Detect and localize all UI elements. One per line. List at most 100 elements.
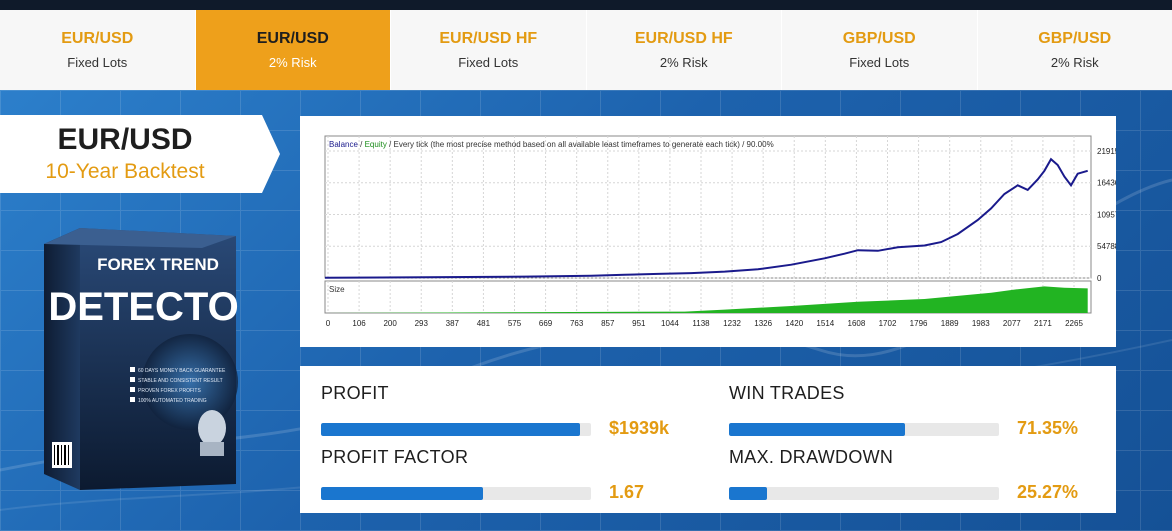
check-icon bbox=[130, 377, 135, 382]
x-tick-label: 951 bbox=[632, 319, 646, 328]
stat-value: 71.35% bbox=[1017, 418, 1079, 438]
x-tick-label: 481 bbox=[477, 319, 491, 328]
balance-series-line bbox=[324, 157, 1088, 279]
x-tick-label: 2171 bbox=[1034, 319, 1052, 328]
stats-card: PROFIT $1939k WIN TRADES 71.35% PROFIT F… bbox=[300, 366, 1116, 513]
pair-tabs: EUR/USD Fixed Lots EUR/USD 2% Risk EUR/USD H… bbox=[0, 10, 1172, 100]
tab-pair-label: EUR/USD bbox=[256, 30, 329, 47]
x-tick-label: 1232 bbox=[723, 319, 741, 328]
title-plate bbox=[0, 115, 262, 193]
box-top bbox=[44, 228, 236, 248]
tab-sub-label: Fixed Lots bbox=[67, 55, 128, 70]
x-tick-label: 1983 bbox=[972, 319, 990, 328]
tab-3[interactable]: EUR/USD HF 2% Risk bbox=[585, 10, 781, 90]
stat-bar-fill bbox=[321, 487, 483, 500]
x-tick-label: 106 bbox=[352, 319, 366, 328]
x-tick-label: 1514 bbox=[816, 319, 834, 328]
stat-label: PROFIT FACTOR bbox=[321, 447, 469, 467]
feature-2: STABLE AND CONSISTENT RESULT bbox=[138, 378, 223, 384]
backtest-chart-card: Balance / Equity / Every tick (the most … bbox=[300, 116, 1116, 347]
feature-3: PROVEN FOREX PROFITS bbox=[138, 388, 201, 394]
product-name-line1: FOREX TREND bbox=[97, 255, 219, 274]
x-tick-label: 2265 bbox=[1065, 319, 1083, 328]
x-tick-label: 387 bbox=[446, 319, 460, 328]
title-arrow bbox=[262, 115, 280, 193]
stat-bar-track bbox=[729, 487, 999, 500]
stat-profit: PROFIT $1939k bbox=[321, 383, 701, 438]
stat-label: MAX. DRAWDOWN bbox=[729, 447, 894, 467]
tab-sub-label: 2% Risk bbox=[659, 55, 708, 70]
page-subtitle: 10-Year Backtest bbox=[45, 160, 205, 183]
tab-4[interactable]: GBP/USD Fixed Lots bbox=[781, 10, 977, 90]
stat-profit-factor: PROFIT FACTOR 1.67 bbox=[321, 447, 701, 502]
y-axis-labels: 2191523 1643642 1095761 547881 0 bbox=[1097, 147, 1116, 283]
legend-balance: Balance bbox=[329, 140, 358, 149]
globe-graphic bbox=[142, 334, 238, 430]
tab-pair-label: EUR/USD bbox=[61, 30, 134, 47]
product-name-line2: DETECTOR bbox=[48, 285, 240, 329]
box-side bbox=[44, 228, 80, 490]
y-tick-label: 1643642 bbox=[1097, 179, 1116, 188]
x-tick-label: 1796 bbox=[910, 319, 928, 328]
tab-pair-label: GBP/USD bbox=[842, 30, 916, 47]
size-series-area bbox=[325, 286, 1088, 313]
x-tick-label: 1138 bbox=[692, 319, 710, 328]
stat-value: 1.67 bbox=[609, 482, 645, 502]
stat-bar-track bbox=[321, 423, 591, 436]
bull-statue-icon bbox=[198, 410, 226, 456]
title-banner: EUR/USD 10-Year Backtest bbox=[0, 115, 280, 193]
x-tick-label: 575 bbox=[508, 319, 522, 328]
stat-bar-track bbox=[321, 487, 591, 500]
tab-sub-label: 2% Risk bbox=[268, 55, 317, 70]
product-box-image: FOREX TREND DETECTOR 60 DAYS MONEY BACK … bbox=[44, 228, 240, 490]
legend-equity: Equity bbox=[365, 140, 387, 149]
x-tick-label: 1608 bbox=[848, 319, 866, 328]
tab-sub-label: Fixed Lots bbox=[458, 55, 519, 70]
main-plot-area bbox=[324, 135, 1092, 279]
stat-bar-fill bbox=[729, 487, 767, 500]
tab-sub-label: 2% Risk bbox=[1050, 55, 1099, 70]
stat-bar-fill bbox=[729, 423, 905, 436]
check-icon bbox=[130, 387, 135, 392]
x-tick-label: 2077 bbox=[1003, 319, 1021, 328]
stat-label: WIN TRADES bbox=[729, 383, 845, 403]
stat-label: PROFIT bbox=[321, 383, 389, 403]
tab-2[interactable]: EUR/USD HF Fixed Lots bbox=[390, 10, 586, 90]
stat-value: 25.27% bbox=[1017, 482, 1079, 502]
size-label: Size bbox=[329, 285, 345, 294]
page-title: EUR/USD bbox=[57, 123, 193, 156]
stat-win-trades: WIN TRADES 71.35% bbox=[729, 383, 1109, 438]
tab-pair-label: EUR/USD HF bbox=[439, 30, 538, 47]
check-icon bbox=[130, 367, 135, 372]
check-icon bbox=[130, 397, 135, 402]
x-tick-label: 1889 bbox=[941, 319, 959, 328]
y-tick-label: 547881 bbox=[1097, 242, 1116, 251]
backtest-chart: Balance / Equity / Every tick (the most … bbox=[324, 135, 1116, 328]
x-tick-label: 1420 bbox=[785, 319, 803, 328]
x-tick-label: 1326 bbox=[754, 319, 772, 328]
stat-value: $1939k bbox=[609, 418, 670, 438]
tab-1[interactable]: EUR/USD 2% Risk bbox=[194, 10, 390, 100]
tab-5[interactable]: GBP/USD 2% Risk bbox=[976, 10, 1172, 90]
feature-4: 100% AUTOMATED TRADING bbox=[138, 398, 207, 404]
x-tick-label: 763 bbox=[570, 319, 584, 328]
x-tick-label: 0 bbox=[326, 319, 331, 328]
x-axis-labels: 0 106 200 293 387 481 575 669 763 857 951 1044 1138 1… bbox=[326, 319, 1084, 328]
x-tick-label: 200 bbox=[383, 319, 397, 328]
tab-pair-label: EUR/USD HF bbox=[634, 30, 733, 47]
x-tick-label: 857 bbox=[601, 319, 615, 328]
chart-legend: Balance / Equity / Every tick (the most … bbox=[329, 140, 774, 149]
tab-0[interactable]: EUR/USD Fixed Lots bbox=[0, 10, 195, 90]
tab-sub-label: Fixed Lots bbox=[849, 55, 910, 70]
x-tick-label: 1044 bbox=[661, 319, 679, 328]
legend-separator: / bbox=[358, 140, 365, 149]
feature-1: 60 DAYS MONEY BACK GUARANTEE bbox=[138, 368, 226, 374]
barcode-icon bbox=[52, 442, 72, 468]
top-strip bbox=[0, 0, 1172, 10]
legend-description: / Every tick (the most precise method ba… bbox=[387, 140, 774, 149]
tab-pair-label: GBP/USD bbox=[1038, 30, 1112, 47]
stat-max-drawdown: MAX. DRAWDOWN 25.27% bbox=[729, 447, 1109, 502]
y-tick-label: 1095761 bbox=[1097, 210, 1116, 219]
y-tick-label: 0 bbox=[1097, 274, 1102, 283]
stat-bar-fill bbox=[321, 423, 581, 436]
